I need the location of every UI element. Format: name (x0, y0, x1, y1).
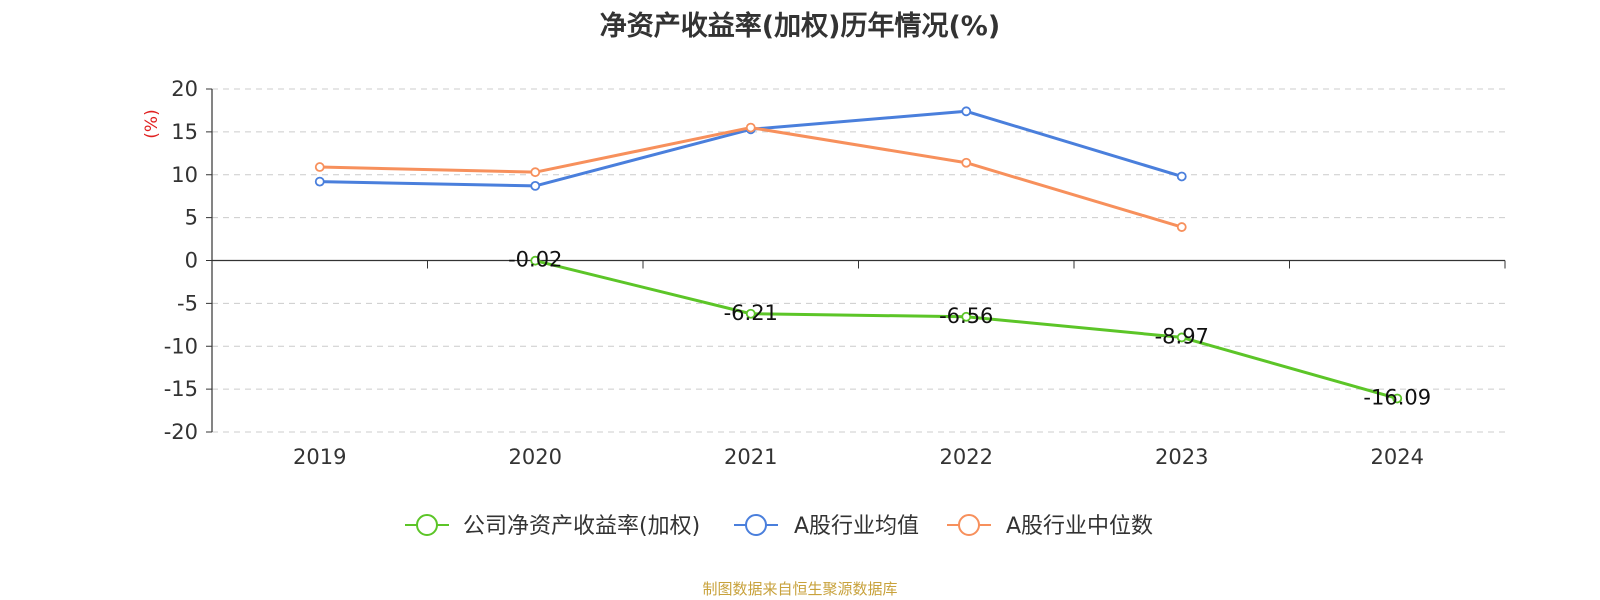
source-note: 制图数据来自恒生聚源数据库 (702, 580, 898, 598)
data-point (314, 162, 325, 172)
data-point (745, 122, 756, 133)
x-tick-label: 2019 (293, 445, 346, 469)
data-label: -16.09 (1363, 385, 1431, 409)
legend-layer: 公司净资产收益率(加权) A股行业均值 A股行业中位数 (405, 514, 1153, 539)
y-tick-label: 0 (185, 249, 198, 273)
axis-layer: 20 15 10 5 0 -5 -10 -15 -20 2019 2020 2021 2022 2023 2… (142, 77, 1506, 469)
x-tick-label: 2022 (940, 445, 993, 469)
legend-label: 公司净资产收益率(加权) (463, 514, 700, 539)
legend-item[interactable]: A股行业均值 (734, 514, 919, 539)
series-layer (314, 106, 1403, 404)
y-axis-unit-label: (%) (142, 109, 162, 138)
data-point (1176, 222, 1187, 232)
legend-marker (958, 514, 980, 536)
series-line (534, 259, 1398, 400)
data-label: -8.97 (1155, 324, 1209, 348)
data-label: -6.21 (724, 301, 778, 325)
data-label: -0.02 (508, 248, 562, 272)
data-point (530, 180, 541, 191)
data-point (961, 106, 972, 117)
y-tick-label: -10 (164, 334, 198, 358)
data-label: -6.56 (939, 304, 993, 328)
x-tick-label: 2020 (509, 445, 562, 469)
legend-item[interactable]: A股行业中位数 (947, 514, 1153, 539)
y-tick-label: 15 (171, 120, 198, 144)
legend-item[interactable]: 公司净资产收益率(加权) (405, 514, 700, 539)
data-point (1176, 171, 1187, 182)
data-point (1392, 393, 1403, 404)
data-point (314, 176, 325, 187)
data-point (961, 157, 972, 168)
y-tick-label: -15 (164, 377, 198, 401)
legend-label: A股行业均值 (794, 514, 919, 539)
y-tick-label: 5 (185, 206, 198, 230)
x-tick-label: 2024 (1371, 445, 1424, 469)
series-line (319, 126, 1183, 229)
data-point (530, 167, 541, 178)
data-point (530, 255, 541, 266)
data-point (745, 308, 756, 319)
data-point (1176, 332, 1187, 343)
x-tick-label: 2023 (1155, 445, 1208, 469)
chart-title: 净资产收益率(加权)历年情况(%) (599, 11, 1001, 42)
legend-marker (745, 514, 767, 536)
data-point (961, 311, 972, 322)
y-tick-label: 20 (171, 77, 198, 101)
legend-marker (416, 514, 438, 536)
y-tick-label: -5 (177, 291, 198, 315)
legend-label: A股行业中位数 (1006, 514, 1153, 539)
y-tick-label: -20 (164, 420, 198, 444)
x-tick-label: 2021 (724, 445, 777, 469)
y-tick-label: 10 (171, 163, 198, 187)
label-layer: -0.02 -6.21 -6.56 -8.97 -16.09 (508, 248, 1431, 410)
